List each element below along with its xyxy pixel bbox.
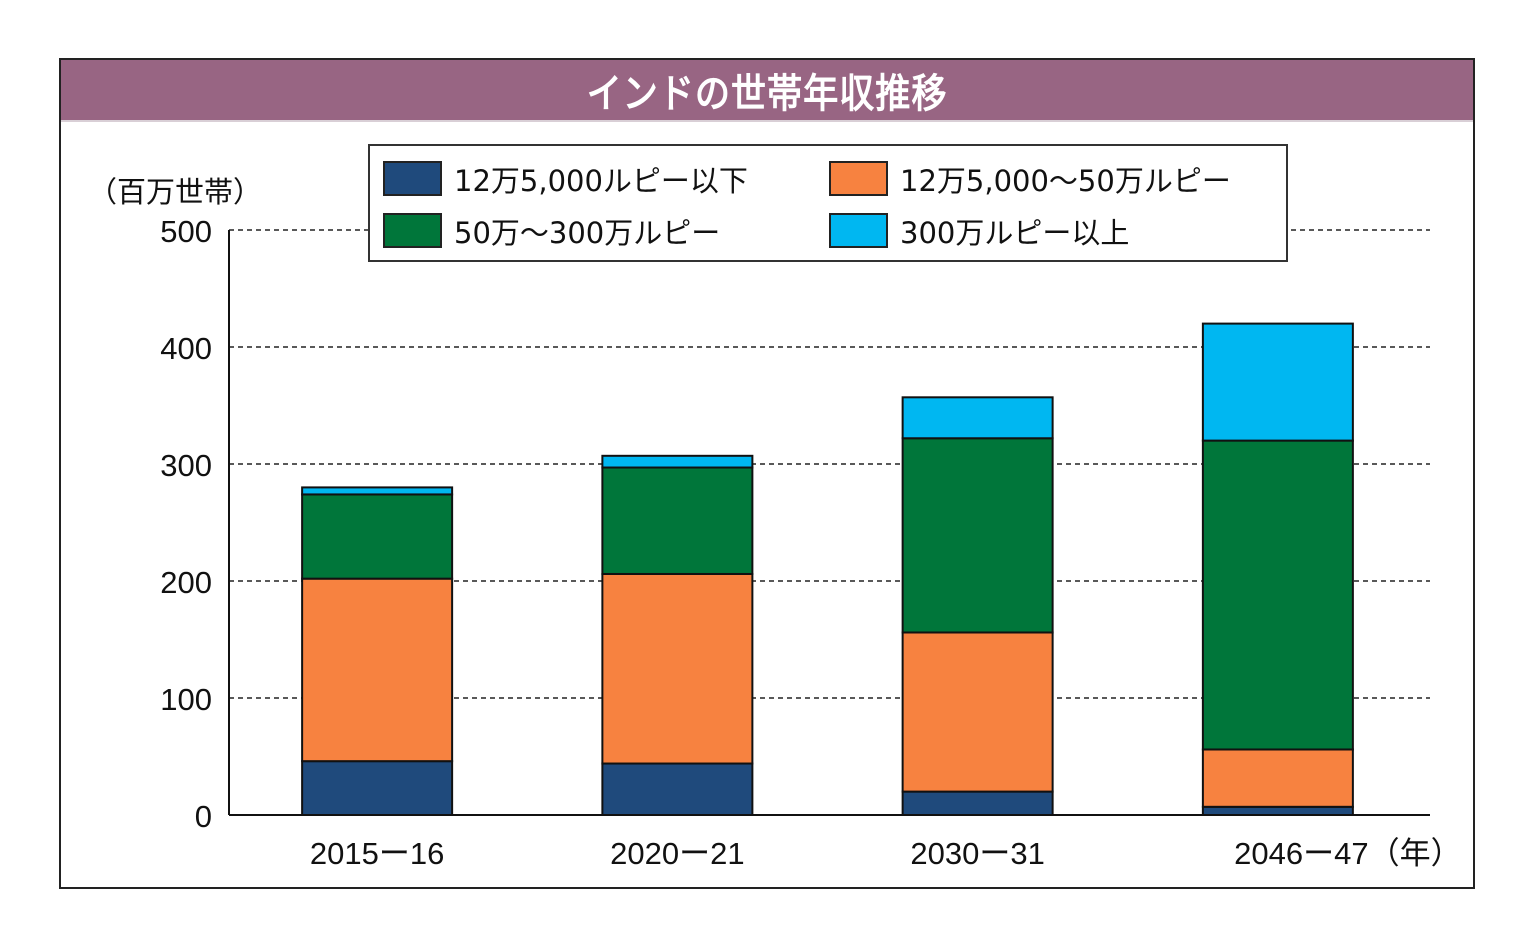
legend-item: 12万5,000ルピー以下 xyxy=(383,161,748,198)
bar-segment xyxy=(1201,322,1354,442)
chart-title: インドの世帯年収推移 xyxy=(586,71,948,117)
bar-segment xyxy=(301,760,454,816)
y-tick-label: 400 xyxy=(160,331,212,366)
bar-stack xyxy=(901,396,1054,816)
title-bar: インドの世帯年収推移 xyxy=(61,60,1473,122)
bar-segment xyxy=(601,454,754,469)
x-tick-label: 2046ー47（年） xyxy=(1234,836,1461,871)
y-tick-label: 0 xyxy=(195,799,212,834)
legend-swatch xyxy=(383,161,442,196)
y-tick-label: 200 xyxy=(160,565,212,600)
x-tick-label: 2015ー16 xyxy=(310,836,444,871)
legend-item: 50万〜300万ルピー xyxy=(383,213,720,250)
legend-label: 12万5,000ルピー以下 xyxy=(454,164,748,198)
bar-segment xyxy=(601,762,754,817)
legend-label: 300万ルピー以上 xyxy=(900,216,1129,250)
bar-segment xyxy=(601,572,754,765)
bar-segment xyxy=(901,396,1054,440)
axes xyxy=(228,230,1430,816)
x-tick-label: 2020ー21 xyxy=(610,836,744,871)
bar-stack xyxy=(301,486,454,816)
y-tick-label: 100 xyxy=(160,682,212,717)
legend: 12万5,000ルピー以下 12万5,000〜50万ルピー 50万〜300万ルピー 3… xyxy=(368,144,1288,262)
bar-segment xyxy=(301,577,454,763)
bar-segment xyxy=(301,486,454,496)
x-tick-labels: 2015ー16 2020ー21 2030ー31 2046ー47（年） xyxy=(310,836,1462,871)
legend-swatch xyxy=(829,213,888,248)
legend-swatch xyxy=(383,213,442,248)
legend-item: 12万5,000〜50万ルピー xyxy=(829,161,1231,198)
legend-item: 300万ルピー以上 xyxy=(829,213,1129,250)
legend-label: 12万5,000〜50万ルピー xyxy=(900,164,1231,198)
bar-stack xyxy=(601,454,754,817)
legend-swatch xyxy=(829,161,888,196)
y-tick-label: 500 xyxy=(160,214,212,249)
legend-label: 50万〜300万ルピー xyxy=(454,216,720,250)
x-tick-label: 2030ー31 xyxy=(910,836,1044,871)
bar-segment xyxy=(901,790,1054,816)
bar-stack xyxy=(1201,322,1354,816)
bar-segment xyxy=(1201,805,1354,816)
bars xyxy=(301,322,1354,817)
y-axis-unit-label: （百万世帯） xyxy=(88,175,262,209)
bar-segment xyxy=(901,631,1054,793)
bar-segment xyxy=(901,437,1054,634)
bar-segment xyxy=(301,493,454,580)
y-tick-labels: 0 100 200 300 400 500 xyxy=(160,214,212,834)
bar-segment xyxy=(1201,748,1354,808)
bar-segment xyxy=(601,466,754,575)
legend-box xyxy=(368,144,1288,262)
y-tick-label: 300 xyxy=(160,448,212,483)
bar-segment xyxy=(1201,439,1354,751)
